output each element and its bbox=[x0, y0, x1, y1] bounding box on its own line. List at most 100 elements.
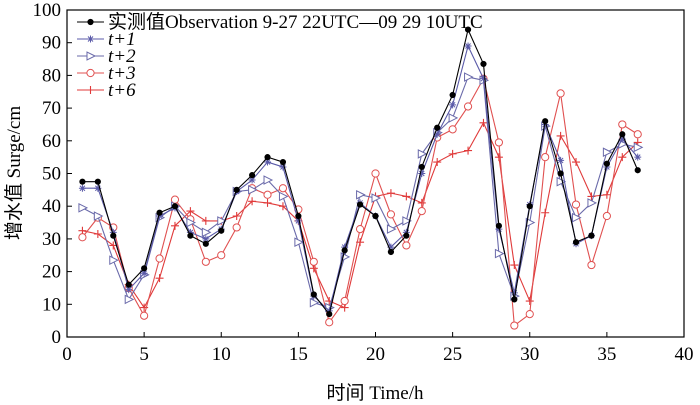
data-point bbox=[542, 118, 549, 125]
y-tick-label: 50 bbox=[42, 164, 61, 185]
legend-item: t+6 bbox=[77, 80, 136, 101]
data-point bbox=[278, 202, 287, 211]
data-point bbox=[525, 310, 534, 319]
x-tick-label: 25 bbox=[443, 344, 462, 365]
data-point bbox=[155, 254, 164, 263]
y-axis-title: 增水值 Surge/cm bbox=[3, 106, 25, 240]
data-point bbox=[264, 158, 272, 166]
data-point bbox=[448, 149, 457, 158]
series-line bbox=[82, 122, 639, 309]
data-point bbox=[387, 248, 395, 256]
x-tick-label: 15 bbox=[289, 344, 308, 365]
data-point bbox=[310, 291, 317, 298]
data-point bbox=[156, 212, 164, 220]
y-tick-label: 10 bbox=[42, 294, 61, 315]
data-point bbox=[372, 212, 379, 220]
data-point bbox=[633, 130, 642, 139]
data-point bbox=[603, 163, 611, 171]
x-tick-label: 0 bbox=[62, 344, 72, 365]
data-point bbox=[124, 294, 135, 305]
data-point bbox=[232, 223, 241, 232]
legend-swatch-marker bbox=[86, 51, 97, 61]
y-tick-label: 0 bbox=[52, 327, 62, 348]
data-point bbox=[217, 216, 227, 226]
y-tick-label: 80 bbox=[42, 65, 61, 86]
legend-swatch-marker bbox=[87, 35, 94, 43]
data-point bbox=[495, 225, 503, 233]
data-point bbox=[309, 297, 320, 308]
legend-item: t+3 bbox=[77, 63, 136, 84]
data-point bbox=[94, 184, 102, 192]
data-point bbox=[495, 222, 502, 229]
data-point bbox=[402, 241, 411, 250]
legend-label: t+3 bbox=[108, 63, 136, 84]
data-point bbox=[371, 169, 380, 178]
data-point bbox=[402, 216, 412, 226]
legend: 实测值Observation 9-27 22UTC—09 29 10UTCt+1… bbox=[77, 11, 483, 101]
data-point bbox=[386, 189, 395, 198]
data-point bbox=[417, 207, 426, 216]
data-point bbox=[417, 149, 428, 159]
data-point bbox=[525, 297, 534, 306]
data-point bbox=[109, 228, 117, 236]
data-point bbox=[156, 209, 163, 216]
data-point bbox=[463, 102, 473, 111]
data-point bbox=[556, 131, 565, 140]
data-point bbox=[464, 146, 473, 155]
legend-swatch-marker bbox=[86, 68, 95, 78]
data-point bbox=[201, 216, 210, 225]
data-point bbox=[325, 318, 334, 327]
data-point bbox=[263, 198, 272, 207]
data-point bbox=[218, 227, 225, 234]
data-point bbox=[634, 153, 642, 161]
data-point bbox=[556, 176, 567, 187]
data-point bbox=[356, 189, 366, 200]
data-point bbox=[526, 203, 533, 210]
data-point bbox=[572, 239, 580, 246]
data-point bbox=[171, 203, 179, 210]
data-point bbox=[202, 235, 210, 243]
data-point bbox=[587, 192, 596, 201]
x-tick-label: 20 bbox=[366, 344, 385, 365]
x-axis-title: 时间 Time/h bbox=[327, 382, 424, 404]
series-line bbox=[82, 45, 639, 312]
x-tick-label: 10 bbox=[212, 344, 231, 365]
data-point bbox=[263, 190, 272, 199]
data-point bbox=[278, 184, 288, 193]
data-point bbox=[541, 153, 550, 162]
data-point bbox=[510, 261, 519, 270]
x-tick-label: 40 bbox=[675, 344, 694, 365]
data-point bbox=[479, 75, 487, 83]
data-point bbox=[326, 311, 333, 318]
data-point bbox=[572, 158, 581, 167]
data-point bbox=[186, 217, 197, 228]
data-point bbox=[94, 178, 101, 185]
data-point bbox=[494, 153, 503, 162]
data-point bbox=[418, 170, 426, 177]
data-point bbox=[571, 200, 581, 209]
data-point bbox=[371, 193, 382, 203]
data-point bbox=[78, 184, 86, 192]
data-point bbox=[387, 243, 395, 251]
data-point bbox=[572, 212, 582, 223]
data-point bbox=[170, 221, 179, 230]
data-point bbox=[140, 269, 148, 277]
data-point bbox=[109, 255, 119, 265]
data-point bbox=[479, 118, 488, 127]
x-tick-label: 35 bbox=[597, 344, 616, 365]
y-tick-label: 100 bbox=[33, 0, 62, 21]
data-point bbox=[201, 257, 210, 266]
data-point bbox=[602, 211, 611, 221]
data-point bbox=[279, 158, 287, 166]
data-point bbox=[588, 232, 595, 239]
data-point bbox=[110, 232, 117, 239]
data-point bbox=[279, 163, 287, 171]
data-point bbox=[464, 26, 472, 33]
data-point bbox=[78, 233, 87, 242]
legend-item: t+2 bbox=[77, 46, 136, 67]
series-0 bbox=[79, 26, 641, 318]
data-point bbox=[449, 91, 456, 99]
data-point bbox=[618, 135, 626, 143]
data-point bbox=[433, 158, 442, 167]
